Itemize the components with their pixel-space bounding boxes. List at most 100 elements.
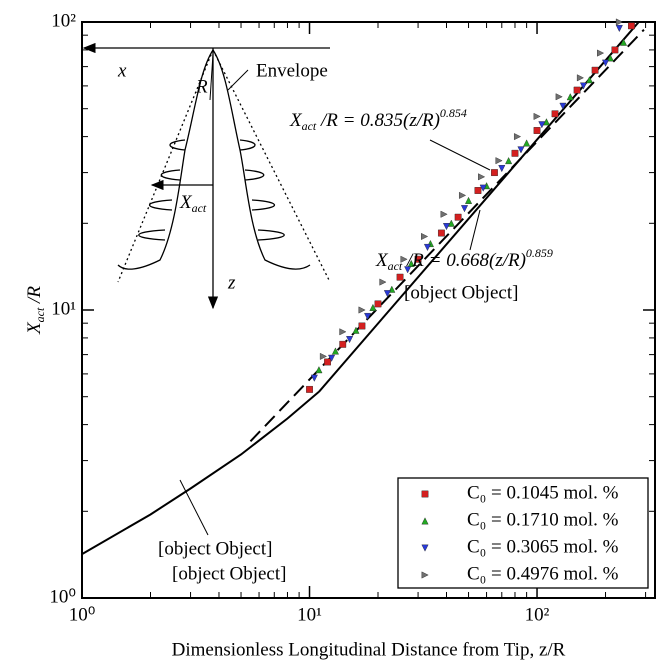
annotation: [object Object] [158, 538, 272, 559]
annotation: [object Object] [172, 563, 286, 584]
point [474, 187, 482, 194]
point [551, 110, 559, 118]
y-label-part: /R [24, 286, 45, 308]
point [383, 290, 391, 298]
annotation: Xact /R = 0.668(z/R)0.859 [375, 246, 553, 273]
point [421, 232, 429, 241]
point [319, 352, 327, 360]
annotation-part: X [375, 250, 389, 271]
point [324, 358, 331, 366]
leader-line [469, 209, 481, 251]
point [396, 273, 404, 281]
point [591, 66, 599, 74]
point [400, 255, 408, 263]
inset-label: Xact [179, 192, 207, 214]
point [404, 266, 412, 274]
annotation-part: /R = 0.668(z/R) [402, 250, 526, 271]
point [306, 386, 313, 393]
point [566, 93, 574, 101]
point [465, 196, 473, 204]
curve [81, 391, 320, 556]
point [628, 22, 635, 30]
point [358, 306, 366, 314]
point [328, 354, 336, 362]
point [369, 303, 377, 311]
point [331, 347, 339, 355]
legend-label: C₀ = 0.1710 mol. % [467, 509, 619, 530]
annotation: Xact /R = 0.835(z/R)0.854 [289, 106, 467, 133]
x-tick-label: 10¹ [297, 604, 322, 625]
y-label-part: act [33, 307, 47, 322]
legend-label: C₀ = 0.1045 mol. % [467, 482, 619, 503]
legend-marker [421, 544, 429, 552]
point [310, 374, 318, 382]
legend-marker [421, 571, 429, 579]
point [346, 336, 354, 344]
point [495, 157, 503, 165]
point [555, 93, 563, 101]
point [511, 149, 519, 157]
x-axis-label: Dimensionless Longitudinal Distance from… [172, 639, 566, 660]
inset-diagram [82, 42, 331, 310]
annotation-part: 0.854 [440, 106, 467, 120]
point [358, 322, 366, 330]
annotation-part: act [388, 259, 403, 273]
y-tick-label: 10⁰ [49, 586, 76, 607]
x-tick-label: 10⁰ [69, 604, 96, 625]
legend-label: C₀ = 0.3065 mol. % [467, 536, 619, 557]
y-label-part: X [24, 321, 45, 335]
point [438, 229, 445, 237]
point [585, 76, 593, 84]
x-tick-label: 10² [525, 604, 550, 625]
point [573, 86, 581, 94]
point [523, 139, 531, 147]
inset-label: z [227, 272, 236, 293]
curve [249, 29, 645, 442]
y-tick-label: 10¹ [51, 298, 76, 319]
y-axis-label: Xact /R [24, 286, 46, 335]
legend-label: C₀ = 0.4976 mol. % [467, 563, 619, 584]
point [538, 121, 546, 129]
annotation: [object Object] [404, 282, 518, 303]
point [440, 210, 448, 218]
point [606, 54, 614, 62]
curve [318, 21, 640, 393]
point [364, 313, 372, 321]
point [459, 191, 467, 199]
point [611, 46, 619, 54]
annotation-part: act [302, 119, 317, 133]
point [491, 169, 498, 176]
point [615, 18, 623, 26]
point [559, 102, 567, 110]
point [514, 133, 522, 141]
point [339, 340, 347, 348]
legend-marker [421, 517, 429, 525]
point [339, 328, 347, 336]
point [517, 146, 525, 154]
point [620, 38, 628, 46]
y-tick-label: 10² [51, 10, 76, 31]
inset-label: Envelope [256, 60, 328, 81]
point [460, 205, 469, 213]
legend-box [397, 477, 649, 589]
point [423, 243, 432, 252]
point [576, 74, 584, 82]
annotation-part: 0.859 [526, 246, 553, 260]
inset-label: R [195, 76, 208, 97]
point [615, 25, 623, 33]
annotation-part: /R = 0.835(z/R) [316, 110, 440, 131]
point [407, 259, 415, 267]
point [374, 300, 382, 308]
leader-line [429, 139, 491, 171]
point [533, 112, 541, 120]
point [479, 184, 487, 192]
point [442, 223, 451, 231]
point [315, 366, 323, 374]
point [505, 157, 513, 165]
point [478, 173, 486, 181]
point [379, 278, 387, 286]
point [533, 127, 541, 134]
inset-label: x [117, 60, 127, 81]
point [414, 255, 422, 263]
